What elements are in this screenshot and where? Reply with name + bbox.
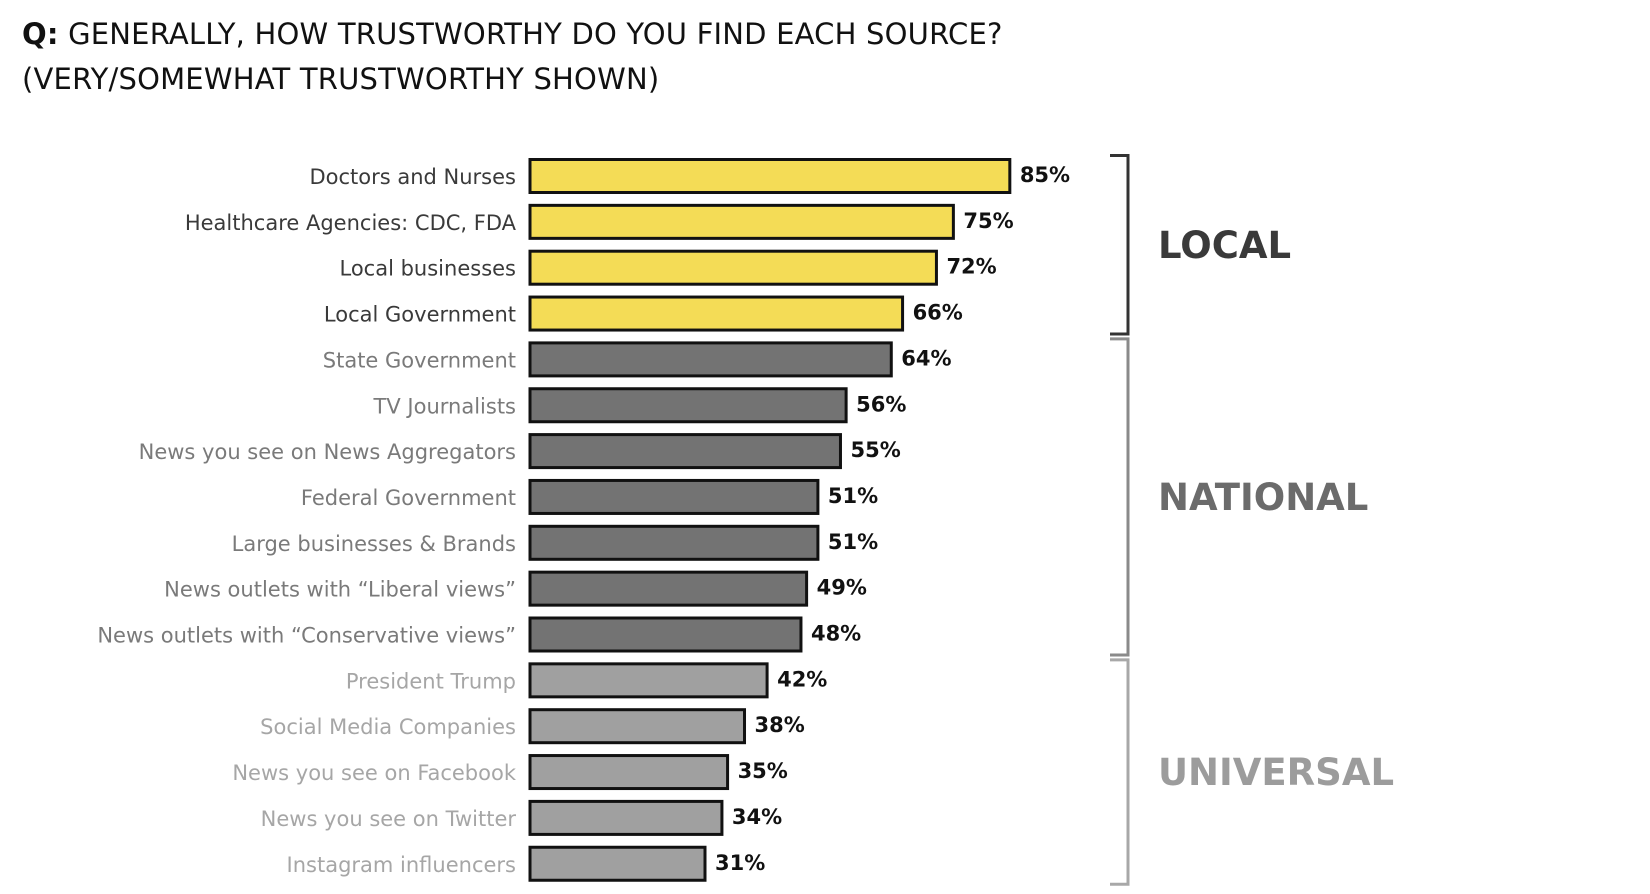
- bar: [528, 799, 724, 836]
- group-brackets-layer: LOCAL NATIONAL UNIVERSAL: [1110, 154, 1394, 886]
- category-label: Local businesses: [340, 257, 517, 281]
- group-bracket: [1110, 154, 1130, 336]
- value-label: 38%: [755, 713, 805, 737]
- bar: [528, 387, 848, 424]
- value-labels-layer: 85% 75% 72% 66% 64% 56% 55% 51% 51% 49% 48% 42% 38% 3…: [715, 163, 1070, 875]
- category-label: Federal Government: [301, 486, 516, 510]
- category-label: News outlets with “Liberal views”: [164, 578, 516, 602]
- category-label: Instagram influencers: [287, 853, 516, 877]
- category-label: Doctors and Nurses: [309, 165, 516, 189]
- category-label: TV Journalists: [373, 394, 516, 418]
- value-label: 72%: [946, 255, 996, 279]
- category-label: Local Government: [324, 303, 516, 327]
- bar: [528, 341, 893, 378]
- title-line-1: GENERALLY, HOW TRUSTWORTHY DO YOU FIND E…: [68, 17, 1003, 51]
- value-label: 75%: [963, 209, 1013, 233]
- category-label: News you see on News Aggregators: [139, 440, 516, 464]
- value-label: 51%: [828, 484, 878, 508]
- value-label: 42%: [777, 667, 827, 691]
- title-line-2: (VERY/SOMEWHAT TRUSTWORTHY SHOWN): [22, 62, 660, 96]
- title-prefix: Q:: [22, 17, 59, 51]
- chart-title: Q: GENERALLY, HOW TRUSTWORTHY DO YOU FIN…: [22, 12, 1322, 102]
- value-label: 56%: [856, 392, 906, 416]
- bars-layer: [528, 158, 1012, 882]
- value-label: 31%: [715, 851, 765, 875]
- category-label: News you see on Facebook: [232, 761, 516, 785]
- category-label: News you see on Twitter: [261, 807, 517, 831]
- bar: [528, 433, 842, 470]
- group-bracket: [1110, 337, 1130, 657]
- category-label: Large businesses & Brands: [232, 532, 516, 556]
- value-label: 55%: [850, 438, 900, 462]
- category-label: News outlets with “Conservative views”: [97, 624, 516, 648]
- bar: [528, 616, 803, 653]
- bar: [528, 524, 820, 561]
- bar: [528, 158, 1012, 194]
- group-label: UNIVERSAL: [1158, 751, 1394, 794]
- category-label: Healthcare Agencies: CDC, FDA: [185, 211, 517, 235]
- category-label: President Trump: [346, 669, 516, 693]
- value-label: 66%: [913, 301, 963, 325]
- bar: [528, 249, 938, 286]
- bar: [528, 662, 769, 699]
- bar: [528, 708, 747, 745]
- value-label: 85%: [1020, 163, 1070, 187]
- category-label: Social Media Companies: [260, 715, 516, 739]
- bar: [528, 845, 707, 882]
- bar: [528, 295, 905, 332]
- category-labels-layer: Doctors and Nurses Healthcare Agencies: C…: [97, 165, 516, 877]
- group-label: LOCAL: [1158, 224, 1291, 267]
- value-label: 35%: [738, 759, 788, 783]
- value-label: 49%: [817, 576, 867, 600]
- group-label: NATIONAL: [1158, 476, 1368, 519]
- value-label: 51%: [828, 530, 878, 554]
- category-label: State Government: [323, 348, 516, 372]
- bar: [528, 754, 730, 791]
- bar: [528, 203, 955, 240]
- value-label: 64%: [901, 346, 951, 370]
- value-label: 48%: [811, 622, 861, 646]
- value-label: 34%: [732, 805, 782, 829]
- group-bracket: [1110, 658, 1130, 886]
- bar: [528, 570, 809, 607]
- bar: [528, 478, 820, 515]
